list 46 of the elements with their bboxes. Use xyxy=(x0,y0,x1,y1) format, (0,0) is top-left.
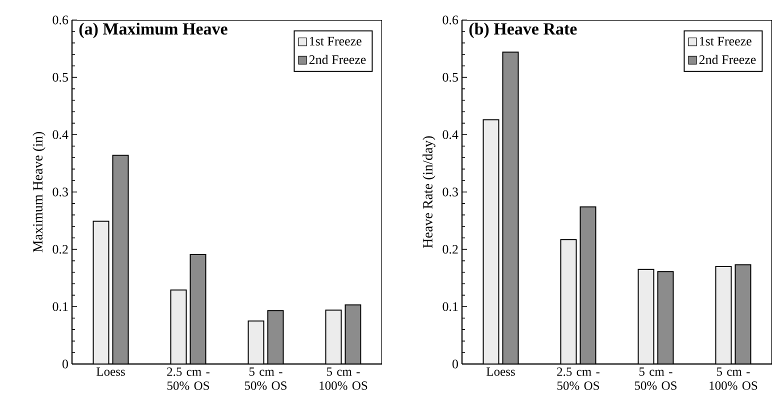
bar xyxy=(248,320,264,364)
y-tick-label: 0.6 xyxy=(52,16,68,24)
y-tick-label: 0 xyxy=(452,360,458,368)
bar xyxy=(560,239,577,364)
bar xyxy=(580,206,596,364)
y-tick-label: 0.5 xyxy=(442,72,458,82)
x-tick-label: 5 cm - 100% OS xyxy=(710,368,758,390)
y-tick-label: 0.2 xyxy=(52,244,68,254)
bar xyxy=(190,254,206,364)
y-tick-label: 0.5 xyxy=(52,72,68,82)
legend-label: 1st Freeze xyxy=(310,36,362,46)
bar xyxy=(734,264,752,364)
y-tick-label: 0.3 xyxy=(52,188,68,196)
legend-label: 2nd Freeze xyxy=(699,54,756,64)
y-tick-label: 0.6 xyxy=(442,16,458,24)
y-tick-label: 0.4 xyxy=(52,130,68,140)
x-tick-label: 2.5 cm - 50% OS xyxy=(557,368,600,390)
y-tick-label: 0.2 xyxy=(442,244,458,254)
x-tick-label: Loess xyxy=(96,368,125,376)
x-tick-label: 5 cm - 100% OS xyxy=(320,368,368,390)
bar xyxy=(502,52,519,364)
bar xyxy=(344,304,362,364)
y-tick-label: 0 xyxy=(62,360,68,368)
chart-title: (b) Heave Rate xyxy=(469,22,577,38)
y-tick-label: 0.1 xyxy=(442,302,458,312)
legend-label: 2nd Freeze xyxy=(309,54,366,64)
x-tick-label: 5 cm - 50% OS xyxy=(634,368,676,390)
y-tick-label: 0.4 xyxy=(442,130,458,140)
bar xyxy=(170,290,187,364)
bar xyxy=(92,220,110,364)
bar xyxy=(325,310,342,364)
x-tick-label: 5 cm - 50% OS xyxy=(244,368,287,390)
bar xyxy=(715,266,732,364)
x-tick-label: Loess xyxy=(486,368,515,376)
bar xyxy=(112,154,129,364)
y-axis-title: Heave Rate (in/day) xyxy=(422,136,436,248)
chart-title: (a) Maximum Heave xyxy=(79,22,228,38)
y-tick-label: 0.1 xyxy=(52,302,68,312)
legend-label: 1st Freeze xyxy=(700,36,752,46)
y-axis-title: Maximum Heave (in) xyxy=(32,132,46,252)
x-tick-label: 2.5 cm - 50% OS xyxy=(167,368,210,390)
bar xyxy=(657,271,674,364)
bar xyxy=(267,310,284,364)
bar xyxy=(638,268,654,364)
bar xyxy=(482,119,500,364)
y-tick-label: 0.3 xyxy=(442,188,458,196)
